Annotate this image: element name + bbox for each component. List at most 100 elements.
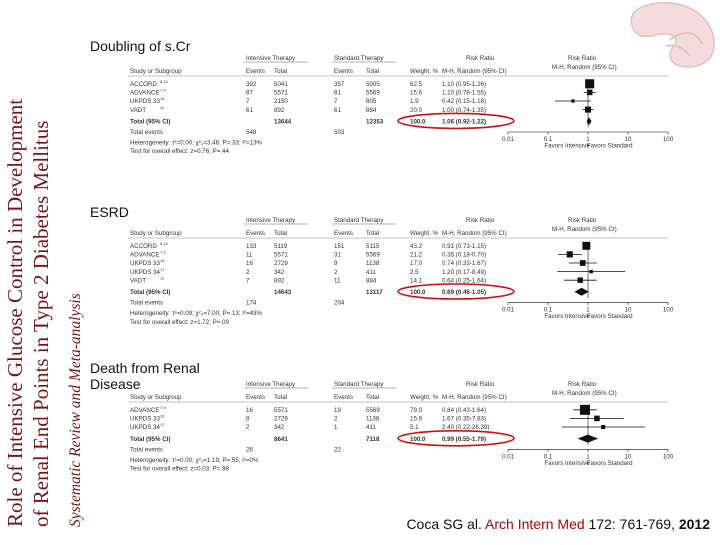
point-estimate-box: [571, 99, 575, 103]
total-events-label: Total events: [130, 300, 163, 307]
header-rr-method-plot: M-H, Random (95% CI): [552, 226, 617, 233]
point-estimate-box: [577, 277, 583, 283]
study-ref: 16: [160, 96, 165, 101]
cell-int-total: 2150: [274, 98, 288, 105]
cell-int-events: 2: [246, 424, 250, 431]
cell-int-total: 2729: [274, 416, 288, 423]
cell-std-events: 31: [334, 252, 341, 259]
cell-int-total: 892: [274, 277, 285, 284]
total-std: 13117: [366, 289, 383, 296]
x-tick-label: 0.1: [544, 453, 553, 460]
cell-std-events: 19: [334, 407, 341, 414]
total-weight: 100.0: [410, 436, 426, 443]
total-events-int: 548: [246, 129, 257, 136]
cell-int-total: 2729: [274, 260, 288, 267]
cell-std-total: 5569: [366, 90, 380, 97]
header-total-std: Total: [366, 230, 379, 237]
study-name: VADT: [130, 107, 146, 114]
highlight-ellipse: [397, 112, 515, 130]
cell-std-total: 411: [366, 269, 376, 276]
study-ref: 11: [160, 105, 165, 110]
point-estimate-box: [601, 424, 606, 430]
cell-int-events: 2: [246, 269, 250, 276]
x-tick-label: 100: [663, 136, 674, 143]
header-study: Study or Subgroup: [130, 68, 182, 75]
x-tick-label: 10: [625, 136, 632, 143]
study-ref: 7,9: [160, 405, 166, 410]
cell-rr-ci: 0.64 (0.25-1.64): [442, 277, 486, 284]
cell-rr-ci: 0.35 (0.18-0.70): [442, 252, 486, 259]
favors-intensive-label: Favors Intensive: [544, 143, 590, 150]
study-name: UKPDS 33: [130, 98, 160, 105]
cell-std-total: 5005: [366, 81, 380, 88]
summary-diamond: [574, 287, 589, 296]
header-events-int: Events: [246, 68, 265, 75]
kidney-illustration: [610, 0, 720, 70]
total-int: 8641: [274, 436, 288, 443]
cell-rr-ci: 1.10 (0.95-1.26): [442, 81, 486, 88]
cell-weight: 79.0: [410, 407, 423, 414]
forest-plot-esrd: Intensive Therapy Standard Therapy Risk Ra…: [128, 217, 674, 326]
total-events-label: Total events: [130, 446, 163, 453]
header-rr-title-plot: Risk Ratio: [568, 381, 597, 388]
cell-std-total: 5115: [366, 243, 380, 250]
header-rr-title-plot: Risk Ratio: [568, 217, 597, 224]
study-name: UKPDS 34: [130, 269, 160, 276]
citation-journal: Arch Intern Med: [485, 516, 585, 532]
total-std: 7118: [366, 436, 380, 443]
cell-int-events: 87: [246, 90, 253, 97]
x-tick-label: 0.01: [502, 136, 515, 143]
header-rr-method-plot: M-H, Random (95% CI): [552, 64, 617, 71]
cell-weight: 17.0: [410, 260, 423, 267]
cell-std-events: 2: [334, 269, 338, 276]
panel1-label: Doubling of s.Cr: [90, 38, 191, 54]
favors-standard-label: Favors Standard: [587, 313, 633, 320]
x-tick-label: 100: [663, 307, 674, 314]
header-total-std: Total: [366, 68, 379, 75]
header-events-int: Events: [246, 394, 265, 401]
cell-std-total: 1138: [366, 416, 380, 423]
study-ref: 17: [160, 422, 165, 427]
total-weight: 100.0: [410, 289, 426, 296]
cell-weight: 20.0: [410, 107, 423, 114]
total-label: Total (95% CI): [130, 436, 170, 443]
study-name: UKPDS 33: [130, 416, 160, 423]
cell-int-events: 16: [246, 407, 253, 414]
study-name: UKPDS 33: [130, 260, 160, 267]
header-events-int: Events: [246, 230, 265, 237]
header-weight: Weight, %: [410, 230, 439, 237]
point-estimate-box: [585, 79, 595, 89]
header-total-int: Total: [274, 68, 287, 75]
total-events-std: 204: [334, 300, 345, 307]
total-std: 12353: [366, 118, 384, 125]
point-estimate-box: [586, 89, 593, 96]
panel3-label: Death from Renal Disease: [90, 360, 210, 392]
study-name: VADT: [130, 277, 146, 284]
header-rr-title: Risk Ratio: [466, 381, 495, 388]
favors-intensive-label: Favors Intensive: [544, 313, 590, 320]
cell-std-events: 9: [334, 260, 338, 267]
forest-panel-death: Intensive Therapy Standard Therapy Risk Ra…: [128, 378, 688, 508]
study-ref: 17: [160, 267, 165, 272]
overall-effect-text: Test for overall effect: z=0.76; P=.44: [130, 148, 229, 155]
heterogeneity-text: Heterogeneity: τ²=0.00; χ²₃=3.46; P=.33;…: [130, 140, 263, 147]
overall-effect-text: Test for overall effect: z=1.72; P=.09: [130, 319, 229, 326]
cell-weight: 43.2: [410, 243, 423, 250]
header-intensive: Intensive Therapy: [246, 381, 296, 388]
summary-diamond: [586, 117, 592, 126]
cell-weight: 5.1: [410, 424, 419, 431]
favors-intensive-label: Favors Intensive: [544, 460, 590, 467]
study-name: ACCORD: [130, 81, 157, 88]
study-ref: 16: [160, 258, 165, 263]
cell-int-events: 16: [246, 260, 253, 267]
heterogeneity-text: Heterogeneity: τ²=0.00; χ²₂=1.19; P=.55;…: [130, 457, 259, 464]
overall-effect-text: Test for overall effect: z=0.03; P=.98: [130, 466, 229, 473]
cell-int-total: 342: [274, 424, 285, 431]
cell-int-events: 11: [246, 252, 253, 259]
total-events-label: Total events: [130, 129, 163, 136]
side-title-line3: Systematic Review and Meta-analysis: [67, 293, 84, 527]
cell-int-total: 892: [274, 107, 285, 114]
forest-plot-death: Intensive Therapy Standard Therapy Risk Ra…: [128, 381, 674, 473]
cell-std-total: 884: [366, 107, 377, 114]
x-tick-label: 10: [625, 307, 632, 314]
